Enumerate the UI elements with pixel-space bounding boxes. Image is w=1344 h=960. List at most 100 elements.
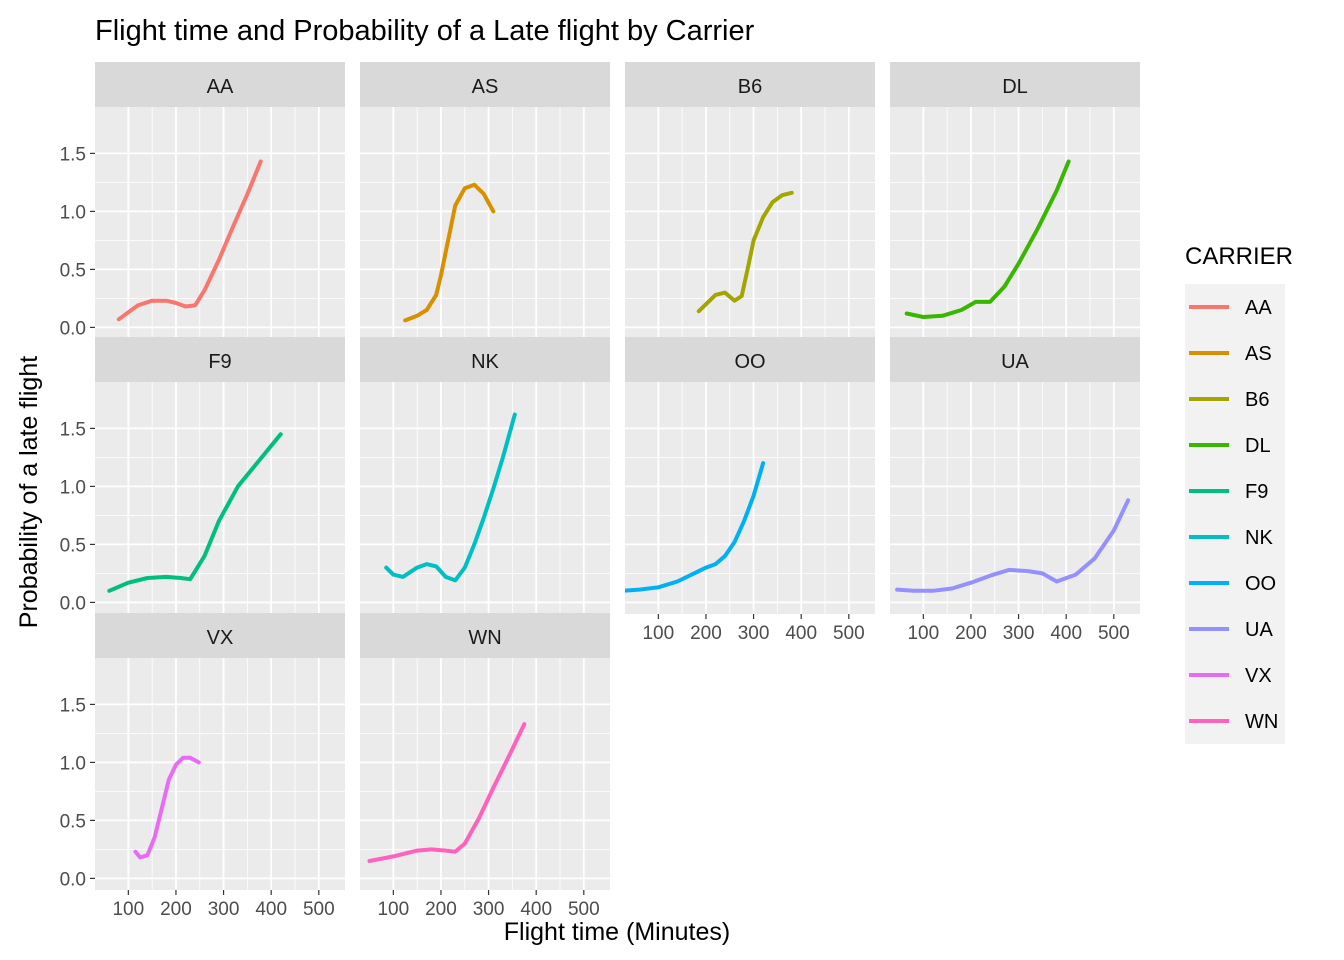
- legend-item-label: WN: [1245, 711, 1278, 733]
- x-tick-label: 300: [473, 899, 505, 920]
- facet-strip-label: DL: [1002, 76, 1028, 98]
- panel-background: [95, 107, 345, 339]
- legend-item-ua: UA: [1189, 619, 1273, 641]
- y-tick-label: 1.5: [60, 419, 86, 440]
- x-tick-label: 500: [1098, 623, 1130, 644]
- facet-strip-label: VX: [207, 627, 234, 649]
- facet-strip-label: AS: [472, 76, 499, 98]
- x-axis-title: Flight time (Minutes): [504, 918, 730, 946]
- chart-title: Flight time and Probability of a Late fl…: [95, 15, 755, 47]
- series-line-nk: [384, 412, 517, 583]
- panel-background: [625, 107, 875, 339]
- series-line-ua: [895, 498, 1131, 593]
- y-tick-label: 0.5: [60, 535, 86, 556]
- y-tick-label: 1.0: [60, 477, 86, 498]
- facet-strip: [95, 62, 345, 107]
- series-line-dl: [904, 159, 1071, 319]
- facet-panel-aa: AA 0.0 0.5 1.0 1.5: [60, 62, 345, 339]
- facet-strip: [360, 613, 610, 658]
- facet-strip-label: AA: [207, 76, 234, 98]
- x-tick-label: 200: [955, 623, 987, 644]
- x-tick-label: 100: [907, 623, 939, 644]
- legend-item-label: DL: [1245, 435, 1271, 457]
- legend-item-label: AS: [1245, 343, 1272, 365]
- panel-background: [890, 382, 1140, 614]
- x-tick-label: 400: [255, 899, 287, 920]
- series-line-vx: [133, 755, 201, 860]
- panel-background: [360, 107, 610, 339]
- legend-item-dl: DL: [1189, 435, 1271, 457]
- x-tick-label: 300: [208, 899, 240, 920]
- y-tick-label: 0.5: [60, 260, 86, 281]
- panel-background: [360, 658, 610, 890]
- facet-panel-nk: NK: [360, 337, 610, 614]
- x-tick-label: 500: [568, 899, 600, 920]
- y-tick-label: 1.0: [60, 753, 86, 774]
- series-line-f9: [107, 432, 283, 593]
- y-tick-label: 1.5: [60, 144, 86, 165]
- x-tick-label: 300: [738, 623, 770, 644]
- y-tick-label: 1.5: [60, 695, 86, 716]
- legend-item-label: UA: [1245, 619, 1273, 641]
- panel-background: [95, 382, 345, 614]
- legend-item-f9: F9: [1189, 481, 1268, 503]
- x-tick-label: 500: [303, 899, 335, 920]
- facet-strip-label: UA: [1001, 351, 1029, 373]
- legend-item-label: B6: [1245, 389, 1269, 411]
- facet-panel-oo: OO 100 200 300 400 500: [625, 337, 875, 644]
- legend-title: CARRIER: [1185, 243, 1293, 270]
- facet-strip: [625, 62, 875, 107]
- facet-panel-wn: WN 100 200 300 400 500: [360, 613, 610, 920]
- series-line-wn: [367, 722, 527, 863]
- legend-item-oo: OO: [1189, 573, 1276, 595]
- x-tick-label: 500: [833, 623, 865, 644]
- x-tick-label: 100: [377, 899, 409, 920]
- legend-item-label: AA: [1245, 297, 1272, 319]
- facet-strip: [360, 337, 610, 382]
- panel-background: [360, 382, 610, 614]
- series-line-b6: [696, 190, 794, 314]
- panel-background: [890, 107, 1140, 339]
- y-tick-label: 0.0: [60, 593, 86, 614]
- legend-item-label: VX: [1245, 665, 1272, 687]
- facet-strip-label: OO: [734, 351, 765, 373]
- series-line-oo: [625, 461, 766, 593]
- facet-panel-ua: UA 100 200 300 400 500: [890, 337, 1140, 644]
- facet-panels: AA 0.0 0.5 1.0 1.5 AS B6 DL F9 0.0 0.5 1.0 1.5 NK OO 10…: [60, 62, 1140, 920]
- y-axis-title: Probability of a late flight: [15, 356, 43, 628]
- legend-item-wn: WN: [1189, 711, 1278, 733]
- facet-panel-vx: VX 0.0 0.5 1.0 1.5 100 200 300 400 500: [60, 613, 345, 920]
- x-tick-label: 100: [112, 899, 144, 920]
- facet-strip: [625, 337, 875, 382]
- series-line-as: [403, 182, 496, 323]
- legend-item-b6: B6: [1189, 389, 1269, 411]
- panel-background: [625, 382, 875, 614]
- legend-item-label: OO: [1245, 573, 1276, 595]
- legend: CARRIER AA AS B6 DL F9 NK OO UA VX WN: [1185, 243, 1293, 744]
- facet-strip: [360, 62, 610, 107]
- facet-panel-b6: B6: [625, 62, 875, 339]
- x-tick-label: 400: [1050, 623, 1082, 644]
- x-tick-label: 100: [642, 623, 674, 644]
- legend-item-label: F9: [1245, 481, 1268, 503]
- x-tick-label: 400: [520, 899, 552, 920]
- x-tick-label: 400: [785, 623, 817, 644]
- legend-item-as: AS: [1189, 343, 1272, 365]
- legend-item-vx: VX: [1189, 665, 1272, 687]
- facet-panel-dl: DL: [890, 62, 1140, 339]
- x-tick-label: 300: [1003, 623, 1035, 644]
- facet-strip: [890, 62, 1140, 107]
- y-tick-label: 0.0: [60, 318, 86, 339]
- y-tick-label: 1.0: [60, 202, 86, 223]
- facet-strip-label: NK: [471, 351, 499, 373]
- y-tick-label: 0.0: [60, 869, 86, 890]
- legend-item-label: NK: [1245, 527, 1273, 549]
- legend-key-background: [1185, 284, 1285, 744]
- x-tick-label: 200: [425, 899, 457, 920]
- x-tick-label: 200: [160, 899, 192, 920]
- facet-strip: [95, 337, 345, 382]
- facet-panel-as: AS: [360, 62, 610, 339]
- x-tick-label: 200: [690, 623, 722, 644]
- facet-panel-f9: F9 0.0 0.5 1.0 1.5: [60, 337, 345, 614]
